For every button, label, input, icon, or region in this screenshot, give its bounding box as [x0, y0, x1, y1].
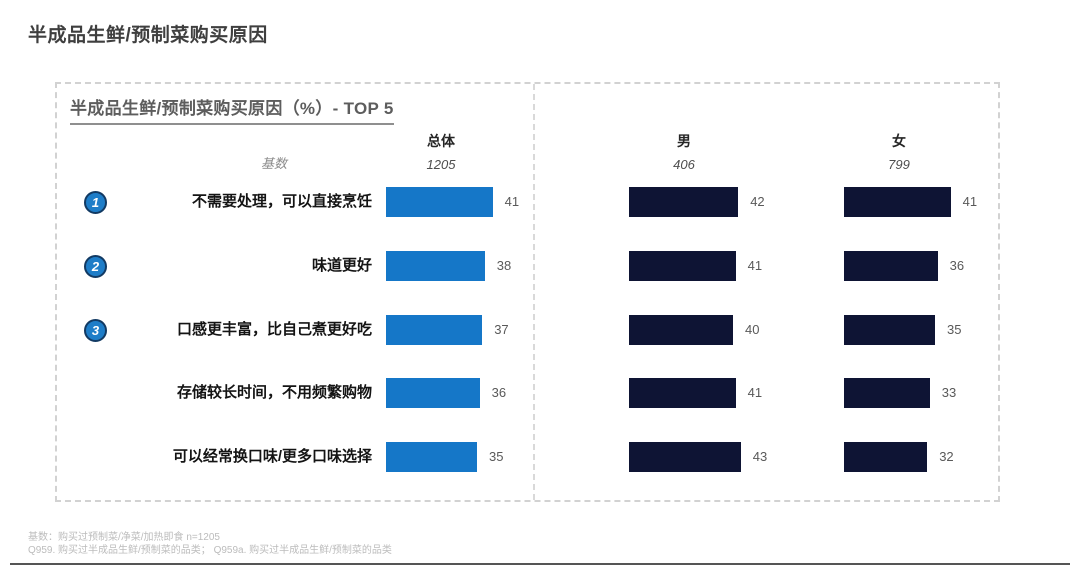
category-label: 可以经常换口味/更多口味选择	[172, 448, 372, 465]
bar-女-row5	[844, 442, 928, 472]
series-name: 总体	[427, 133, 455, 149]
bar-男-row2	[629, 250, 736, 281]
bar-value: 33	[941, 385, 957, 401]
bar-总体-row1	[386, 187, 493, 217]
bar-value: 36	[491, 385, 507, 401]
panel-section-divider	[533, 84, 535, 500]
bar-女-row3	[844, 314, 935, 345]
bar-value: 40	[745, 321, 760, 337]
series-name: 男	[677, 133, 691, 149]
series-base-count: 799	[888, 157, 910, 172]
series-header-1: 男 406	[629, 131, 739, 172]
bar-男-row4	[629, 378, 736, 409]
bar-value: 32	[939, 449, 954, 464]
bar-男-row1	[629, 187, 739, 217]
rank-badge-1: 1	[84, 191, 107, 214]
series-header-2: 女 799	[844, 131, 954, 172]
chart-title: 半成品生鲜/预制菜购买原因（%）- TOP 5	[70, 94, 394, 125]
bar-总体-row3	[386, 314, 483, 345]
rank-badge-3: 3	[84, 318, 107, 342]
bar-总体-row2	[386, 250, 485, 281]
category-label: 存储较长时间，不用频繁购物	[176, 384, 372, 402]
bar-总体-row5	[386, 442, 477, 472]
bar-value: 42	[750, 194, 765, 209]
footnotes: 基数：购买过预制菜/净菜/加热即食 n=1205 Q959. 购买过半成品生鲜/…	[28, 531, 392, 557]
bar-value: 35	[947, 321, 962, 337]
rank-badge-2: 2	[84, 254, 107, 278]
bar-value: 35	[489, 449, 504, 464]
bar-value: 41	[504, 194, 520, 209]
footnote-base: 基数：购买过预制菜/净菜/加热即食 n=1205	[28, 532, 220, 543]
series-name: 女	[892, 133, 906, 149]
bar-女-row1	[844, 187, 951, 217]
series-base-count: 1205	[426, 157, 456, 172]
base-row-label: 基数	[260, 156, 287, 171]
series-header-0: 总体 1205	[386, 131, 496, 172]
bar-value: 41	[747, 257, 763, 273]
bar-value: 36	[949, 257, 965, 273]
bar-男-row5	[629, 442, 741, 472]
bar-value: 41	[962, 194, 978, 209]
chart-panel: 半成品生鲜/预制菜购买原因（%）- TOP 5 基数 总体 1205 男 406 女 79…	[55, 82, 1000, 502]
bar-value: 38	[496, 257, 512, 273]
bottom-rule	[10, 563, 1070, 565]
footnote-question: Q959. 购买过半成品生鲜/预制菜的品类； Q959a. 购买过半成品生鲜/预…	[28, 545, 392, 556]
bar-女-row2	[844, 250, 938, 281]
category-label: 口感更丰富，比自己煮更好吃	[176, 320, 372, 338]
bar-value: 43	[752, 449, 768, 464]
bar-男-row3	[629, 314, 733, 345]
bar-value: 41	[747, 385, 763, 401]
page-title: 半成品生鲜/预制菜购买原因	[28, 25, 268, 46]
category-label: 不需要处理，可以直接烹饪	[191, 193, 372, 210]
bar-value: 37	[494, 321, 509, 337]
category-label: 味道更好	[311, 256, 372, 274]
bar-女-row4	[844, 378, 930, 409]
series-base-count: 406	[673, 157, 695, 172]
bar-总体-row4	[386, 378, 480, 409]
